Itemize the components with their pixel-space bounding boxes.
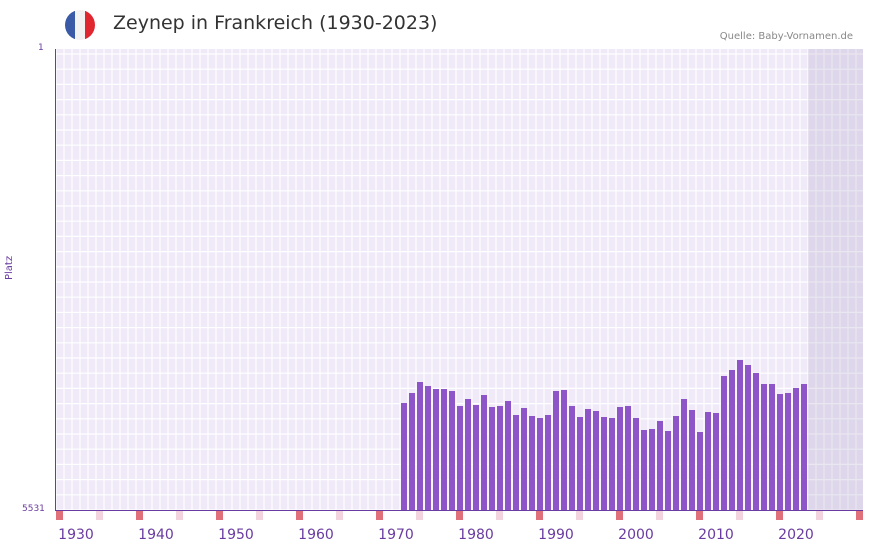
x-axis-line [55, 510, 863, 511]
bar-2003[interactable] [656, 421, 663, 510]
year-marker [576, 511, 583, 520]
bar-1999[interactable] [624, 406, 631, 510]
bar-1994[interactable] [584, 409, 591, 510]
bar-1975[interactable] [432, 389, 439, 510]
bar-1978[interactable] [456, 406, 463, 510]
bar-2011[interactable] [720, 376, 727, 510]
bar-2010[interactable] [712, 413, 719, 510]
bar-1987[interactable] [528, 416, 535, 510]
bar-2014[interactable] [744, 365, 751, 510]
year-marker [216, 511, 223, 520]
bar-1977[interactable] [448, 391, 455, 510]
bar-1990[interactable] [552, 391, 559, 510]
x-tick-label: 1930 [58, 527, 94, 543]
year-marker [776, 511, 783, 520]
bar-1991[interactable] [560, 390, 567, 510]
bar-1982[interactable] [488, 407, 495, 510]
france-flag-icon [65, 10, 95, 40]
bar-2008[interactable] [696, 432, 703, 510]
bar-2005[interactable] [672, 416, 679, 510]
plot-area [56, 49, 863, 510]
x-tick-label: 1950 [218, 527, 254, 543]
bar-1979[interactable] [464, 399, 471, 510]
year-marker [296, 511, 303, 520]
year-marker [656, 511, 663, 520]
year-marker [616, 511, 623, 520]
bar-2015[interactable] [752, 373, 759, 510]
bar-1983[interactable] [496, 406, 503, 510]
bar-2002[interactable] [648, 429, 655, 510]
bar-1992[interactable] [568, 406, 575, 510]
x-tick-label: 1970 [378, 527, 414, 543]
source-label: Quelle: Baby-Vornamen.de [719, 31, 853, 42]
bar-2018[interactable] [776, 394, 783, 510]
y-tick-top: 1 [38, 43, 44, 53]
x-tick-label: 1990 [538, 527, 574, 543]
year-marker [56, 511, 63, 520]
x-tick-label: 1980 [458, 527, 494, 543]
x-tick-label: 2020 [778, 527, 814, 543]
bar-1993[interactable] [576, 417, 583, 510]
x-tick-label: 1940 [138, 527, 174, 543]
bar-2019[interactable] [784, 393, 791, 510]
year-marker [136, 511, 143, 520]
year-marker [536, 511, 543, 520]
bar-1974[interactable] [424, 386, 431, 510]
bar-1973[interactable] [416, 382, 423, 510]
bar-2004[interactable] [664, 431, 671, 510]
year-marker [256, 511, 263, 520]
bar-2013[interactable] [736, 360, 743, 510]
bar-1996[interactable] [600, 417, 607, 510]
year-marker [376, 511, 383, 520]
future-shaded-region [808, 49, 863, 510]
year-marker [816, 511, 823, 520]
x-tick-label: 2000 [618, 527, 654, 543]
year-marker [496, 511, 503, 520]
bar-1976[interactable] [440, 389, 447, 510]
bar-2017[interactable] [768, 384, 775, 510]
year-marker [96, 511, 103, 520]
year-marker [336, 511, 343, 520]
bar-2000[interactable] [632, 418, 639, 510]
year-marker [856, 511, 863, 520]
bar-1971[interactable] [400, 403, 407, 510]
bar-1997[interactable] [608, 418, 615, 510]
bar-1995[interactable] [592, 411, 599, 510]
bar-1972[interactable] [408, 393, 415, 510]
year-marker [736, 511, 743, 520]
bar-2012[interactable] [728, 370, 735, 510]
x-tick-label: 1960 [298, 527, 334, 543]
year-marker [696, 511, 703, 520]
bar-2020[interactable] [792, 388, 799, 510]
year-marker [176, 511, 183, 520]
y-axis-line [55, 49, 56, 511]
y-axis-title: Platz [4, 255, 15, 280]
bar-1988[interactable] [536, 418, 543, 510]
bar-2006[interactable] [680, 399, 687, 510]
chart-title: Zeynep in Frankreich (1930-2023) [113, 12, 438, 34]
bar-2021[interactable] [800, 384, 807, 510]
y-tick-bottom: 5531 [22, 504, 45, 514]
bar-1986[interactable] [520, 408, 527, 510]
year-marker [416, 511, 423, 520]
bar-1985[interactable] [512, 415, 519, 510]
bar-2001[interactable] [640, 430, 647, 510]
bar-2007[interactable] [688, 410, 695, 510]
year-marker [456, 511, 463, 520]
grid-lines [56, 49, 863, 510]
x-tick-label: 2010 [698, 527, 734, 543]
bar-1984[interactable] [504, 401, 511, 510]
bar-2016[interactable] [760, 384, 767, 510]
bar-2009[interactable] [704, 412, 711, 510]
bar-1989[interactable] [544, 415, 551, 510]
bar-1998[interactable] [616, 407, 623, 510]
bar-1980[interactable] [472, 405, 479, 510]
bar-1981[interactable] [480, 395, 487, 510]
